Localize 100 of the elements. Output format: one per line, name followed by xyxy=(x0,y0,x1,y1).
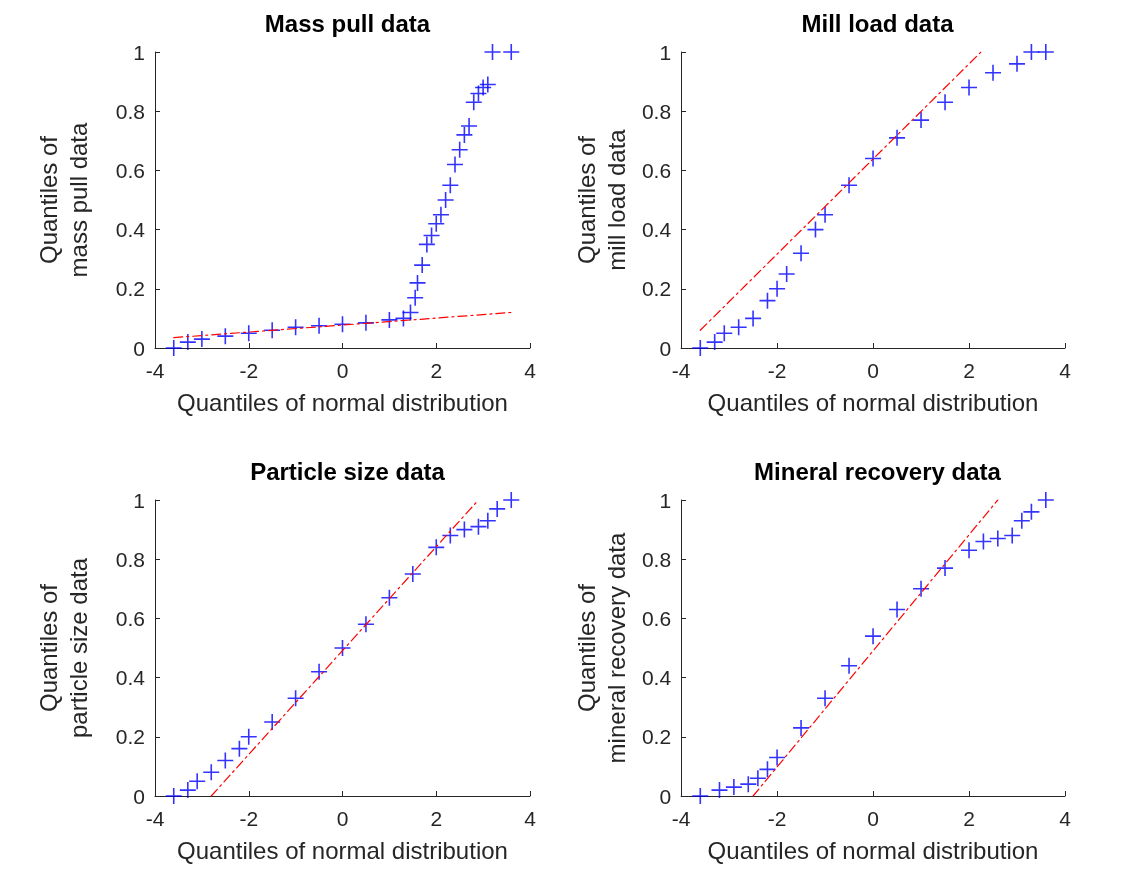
point xyxy=(768,280,786,298)
x-tick-label: -4 xyxy=(145,807,165,830)
point xyxy=(469,84,488,103)
point xyxy=(286,689,305,708)
point xyxy=(427,214,446,233)
x-tick-label: 0 xyxy=(336,807,349,830)
point xyxy=(739,775,758,793)
point xyxy=(422,226,441,245)
point xyxy=(989,529,1007,548)
y-tick-label: 0.4 xyxy=(641,218,672,242)
point xyxy=(816,206,834,224)
point xyxy=(464,93,483,112)
point xyxy=(418,235,436,254)
point xyxy=(413,256,431,274)
point xyxy=(1003,526,1022,545)
point xyxy=(777,265,796,283)
y-tick-label: 0.4 xyxy=(115,666,146,690)
point xyxy=(380,588,399,607)
y-tick-label: 0.6 xyxy=(115,158,145,182)
point xyxy=(479,511,497,530)
point xyxy=(936,93,954,112)
point xyxy=(483,43,502,61)
point xyxy=(202,763,221,782)
point xyxy=(729,318,748,337)
y-tick-label: 0.6 xyxy=(641,158,672,182)
point xyxy=(888,600,906,619)
point xyxy=(816,689,834,708)
point xyxy=(725,778,743,796)
x-axis-title: Quantiles of normal distribution xyxy=(707,836,1039,864)
point xyxy=(432,206,450,224)
point xyxy=(216,327,235,345)
point xyxy=(310,662,328,681)
y-tick-label: 0.2 xyxy=(641,725,672,749)
y-axis-title: Quantiles of mass pull data xyxy=(34,121,92,278)
point xyxy=(1013,511,1031,530)
point xyxy=(1022,43,1041,61)
y-axis-title: Quantiles of mill load data xyxy=(572,128,630,271)
point xyxy=(502,491,521,509)
point xyxy=(710,781,729,799)
point xyxy=(469,517,488,536)
point xyxy=(446,155,464,174)
point xyxy=(188,772,206,790)
point xyxy=(1037,491,1055,509)
y-tick-label: 0 xyxy=(133,336,145,360)
x-tick-label: -4 xyxy=(671,807,691,830)
x-tick-label: -2 xyxy=(239,807,259,830)
chart-title: Mineral recovery data xyxy=(754,457,1002,485)
point xyxy=(404,565,422,583)
point xyxy=(357,314,375,332)
x-axis-title: Quantiles of normal distribution xyxy=(177,388,508,416)
point xyxy=(792,719,810,737)
y-tick-label: 0.8 xyxy=(115,99,145,123)
y-tick-label: 1 xyxy=(133,40,145,64)
x-axis-title: Quantiles of normal distribution xyxy=(177,836,508,864)
point xyxy=(286,318,305,337)
point xyxy=(936,559,954,577)
point xyxy=(1037,43,1055,61)
point xyxy=(960,541,978,560)
y-tick-label: 1 xyxy=(133,488,145,512)
point xyxy=(1008,55,1026,73)
x-tick-label: 2 xyxy=(963,807,975,830)
y-axis-title: Quantiles of particle size data xyxy=(34,557,92,739)
point xyxy=(455,126,474,144)
x-tick-label: 4 xyxy=(1059,807,1072,830)
point xyxy=(179,781,197,799)
y-tick-label: 0.2 xyxy=(115,277,145,301)
point xyxy=(164,787,183,805)
y-tick-label: 0.8 xyxy=(641,547,672,571)
point xyxy=(164,339,183,357)
point xyxy=(984,63,1002,82)
point xyxy=(502,43,521,61)
point xyxy=(450,140,469,159)
point xyxy=(691,339,710,357)
y-tick-label: 0.4 xyxy=(115,218,146,242)
point xyxy=(436,191,455,209)
point xyxy=(216,751,235,770)
point xyxy=(864,149,882,168)
point xyxy=(806,220,825,239)
point xyxy=(912,580,930,598)
point xyxy=(380,311,399,329)
point xyxy=(1022,503,1041,521)
point xyxy=(749,769,767,788)
y-tick-label: 0.2 xyxy=(641,277,672,301)
point xyxy=(974,532,993,551)
x-tick-label: 4 xyxy=(524,807,537,830)
point xyxy=(474,78,492,97)
y-tick-label: 0.8 xyxy=(641,99,672,123)
point xyxy=(406,288,424,307)
point xyxy=(401,303,420,322)
x-tick-label: 2 xyxy=(430,359,443,382)
x-tick-label: -2 xyxy=(767,807,787,830)
x-tick-label: -2 xyxy=(239,359,259,382)
y-tick-label: 1 xyxy=(659,488,672,512)
point xyxy=(333,639,352,657)
point xyxy=(310,317,328,335)
x-tick-label: 4 xyxy=(1059,359,1072,382)
point xyxy=(408,274,427,292)
y-tick-label: 0.6 xyxy=(115,606,145,630)
y-tick-label: 0 xyxy=(659,336,672,360)
x-tick-label: -4 xyxy=(145,359,165,382)
